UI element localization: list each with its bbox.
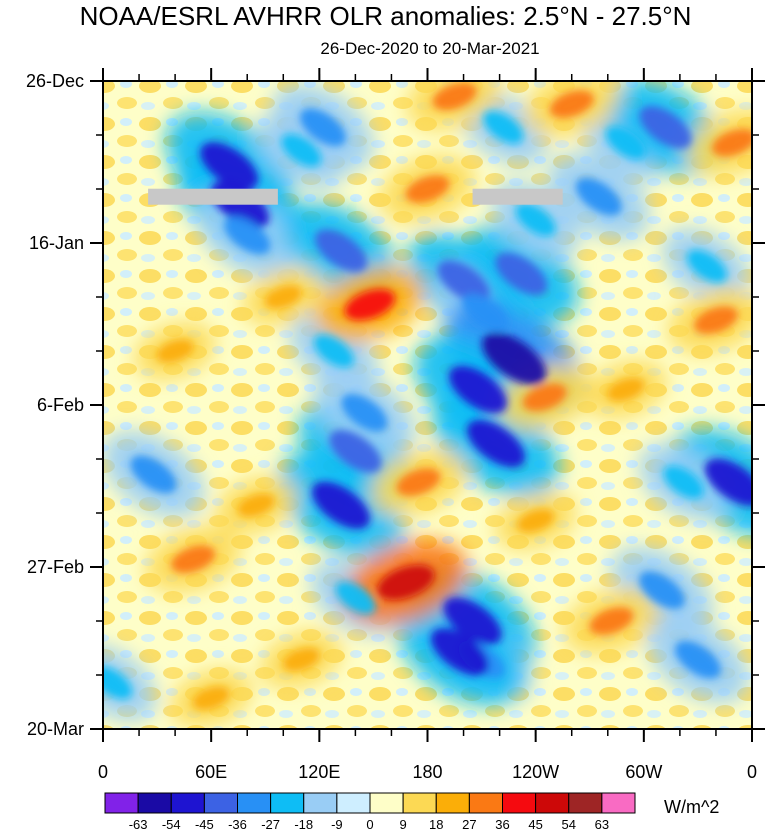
anomaly-core-22 <box>704 458 752 506</box>
chart-subtitle: 26-Dec-2020 to 20-Mar-2021 <box>320 39 540 58</box>
x-tick-label: 0 <box>98 762 108 782</box>
colorbar-level-label: -45 <box>195 817 214 830</box>
heatmap-field <box>103 81 752 729</box>
colorbar-level-label: -18 <box>294 817 313 830</box>
anomaly-core-46 <box>711 128 752 157</box>
anomaly-core-10 <box>437 260 490 303</box>
x-tick-label: 60E <box>195 762 227 782</box>
colorbar-swatch-4 <box>237 792 272 814</box>
y-tick-label: 16-Jan <box>29 233 84 253</box>
colorbar-swatch-7 <box>336 792 371 814</box>
anomaly-core-4 <box>281 133 322 167</box>
anomaly-core-13 <box>448 365 507 414</box>
anomaly-core-5 <box>314 229 368 272</box>
anomaly-core-47 <box>607 377 645 402</box>
y-tick-label: 27-Feb <box>27 557 84 577</box>
anomaly-core-36 <box>693 306 738 334</box>
colorbar-level-label: 63 <box>595 817 609 830</box>
colorbar-swatch-3 <box>203 792 238 814</box>
colorbar-level-label: 0 <box>366 817 373 830</box>
anomaly-core-32 <box>377 564 435 601</box>
colorbar-swatch-1 <box>137 792 172 814</box>
anomaly-core-45 <box>264 285 302 309</box>
colorbar-level-label: 18 <box>429 817 443 830</box>
colorbar-swatch-9 <box>402 792 437 814</box>
colorbar-swatch-0 <box>104 792 139 814</box>
y-tick-label: 20-Mar <box>27 719 84 739</box>
x-tick-label: 0 <box>747 762 757 782</box>
anomaly-core-20 <box>575 177 622 216</box>
anomaly-core-40 <box>171 545 216 574</box>
x-tick-label: 180 <box>412 762 442 782</box>
colorbar-swatch-11 <box>468 792 503 814</box>
anomaly-core-48 <box>516 508 555 533</box>
anomaly-core-44 <box>282 647 321 672</box>
anomaly-core-2 <box>224 216 271 255</box>
colorbar-level-label: -54 <box>162 817 181 830</box>
anomaly-core-11 <box>462 293 509 332</box>
colorbar-swatch-8 <box>369 792 404 814</box>
colorbar-level-label: 36 <box>495 817 509 830</box>
anomaly-core-21 <box>686 249 727 283</box>
colorbar-level-label: 27 <box>462 817 476 830</box>
y-tick-label: 6-Feb <box>37 395 84 415</box>
colorbar-level-label: -27 <box>261 817 280 830</box>
anomaly-core-17 <box>515 203 556 237</box>
colorbar-swatch-14 <box>568 792 603 814</box>
colorbar-swatch-10 <box>435 792 470 814</box>
anomaly-core-18 <box>605 126 646 160</box>
anomaly-core-29 <box>674 640 721 679</box>
anomaly-core-28 <box>638 571 685 610</box>
chart-title: NOAA/ESRL AVHRR OLR anomalies: 2.5°N - 2… <box>79 1 692 31</box>
anomaly-core-25 <box>443 597 502 645</box>
x-tick-label: 120W <box>512 762 559 782</box>
y-tick-label: 26-Dec <box>26 71 84 91</box>
anomaly-core-42 <box>237 493 275 518</box>
anomaly-core-24 <box>130 455 177 494</box>
anomaly-core-7 <box>329 430 382 473</box>
anomaly-core-8 <box>311 481 370 529</box>
colorbar-level-label: -63 <box>129 817 148 830</box>
anomaly-core-39 <box>432 82 477 111</box>
anomaly-core-49 <box>192 686 230 711</box>
anomaly-core-9 <box>341 393 388 432</box>
anomaly-core-30 <box>103 666 133 700</box>
anomaly-core-38 <box>549 90 594 118</box>
anomaly-core-43 <box>396 468 441 496</box>
anomaly-core-16 <box>483 110 524 144</box>
anomaly-core-35 <box>522 383 567 412</box>
anomaly-core-23 <box>663 465 704 499</box>
anomaly-core-14 <box>466 419 526 468</box>
colorbar-swatch-13 <box>535 792 570 814</box>
anomaly-core-0 <box>200 142 259 190</box>
colorbar-level-label: 54 <box>562 817 576 830</box>
colorbar-swatch-12 <box>502 792 537 814</box>
anomaly-core-12 <box>482 332 547 385</box>
anomaly-core-37 <box>589 607 634 635</box>
missing-data-bar-0 <box>148 188 278 205</box>
anomaly-core-27 <box>430 628 489 676</box>
anomaly-core-41 <box>156 339 194 363</box>
colorbar-swatch-15 <box>601 792 636 814</box>
x-tick-label: 120E <box>298 762 340 782</box>
colorbar-level-label: 9 <box>400 817 407 830</box>
x-tick-label: 60W <box>625 762 662 782</box>
colorbar-units: W/m^2 <box>664 797 720 817</box>
anomaly-core-19 <box>639 106 692 149</box>
missing-data-bar-1 <box>472 188 563 205</box>
anomaly-core-34 <box>405 175 450 203</box>
anomaly-core-31 <box>335 581 376 615</box>
colorbar-level-label: -9 <box>331 817 343 830</box>
colorbar-swatch-6 <box>303 792 338 814</box>
colorbar-level-label: 45 <box>528 817 542 830</box>
colorbar-swatch-5 <box>270 792 305 814</box>
colorbar-level-label: -36 <box>228 817 247 830</box>
anomaly-core-6 <box>313 334 354 368</box>
anomaly-core-3 <box>299 108 346 147</box>
colorbar-swatch-2 <box>170 792 205 814</box>
anomaly-core-33 <box>344 288 396 321</box>
anomaly-core-15 <box>495 252 548 296</box>
